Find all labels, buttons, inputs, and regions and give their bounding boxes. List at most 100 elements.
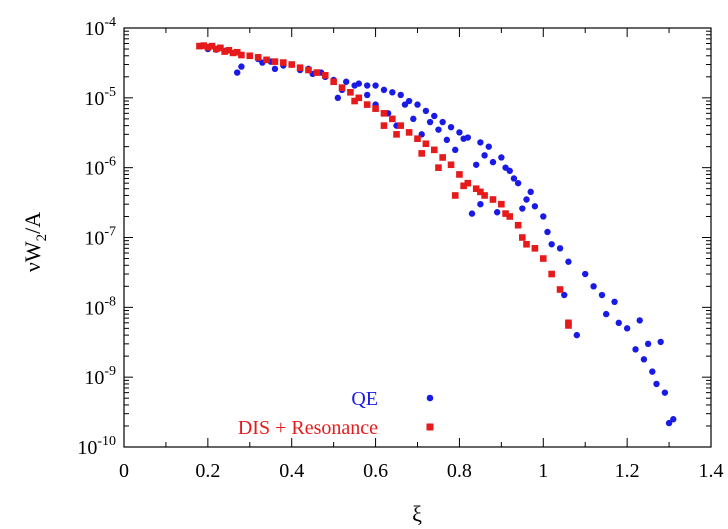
qe-point (380, 86, 388, 94)
dis-resonance-point (238, 51, 245, 59)
qe-point (456, 129, 463, 136)
dis-resonance-point (221, 48, 228, 55)
dis-resonance-point (288, 61, 296, 68)
dis-resonance-point (414, 135, 421, 142)
qe-point (540, 213, 547, 220)
qe-point (439, 118, 446, 126)
dis-resonance-point (204, 43, 212, 51)
qe-point (473, 161, 480, 168)
legend-label-dis-resonance: DIS + Resonance (238, 417, 378, 439)
qe-point (422, 107, 430, 115)
qe-point (498, 154, 505, 161)
qe-point (334, 94, 342, 102)
qe-point (670, 416, 677, 423)
qe-point (234, 69, 241, 76)
dis-resonance-point (372, 105, 379, 112)
dis-resonance-point (548, 270, 555, 278)
dis-resonance-point (439, 154, 446, 161)
legend-marker-qe (426, 394, 434, 402)
dis-resonance-point (422, 140, 430, 148)
qe-point (657, 338, 664, 346)
dis-resonance-point (296, 64, 304, 72)
dis-resonance-point (430, 146, 438, 154)
y-tick-label: 10-10 (77, 434, 116, 459)
qe-point (363, 82, 371, 89)
qe-point (426, 118, 434, 126)
x-tick-label: 1.2 (615, 460, 640, 482)
qe-point (464, 134, 472, 141)
qe-point (615, 319, 622, 327)
qe-point (447, 123, 455, 131)
qe-point (582, 270, 589, 278)
dis-resonance-point (539, 255, 547, 262)
legend-label-qe: QE (351, 388, 378, 410)
dis-resonance-point (502, 210, 509, 217)
x-tick-label: 0.2 (195, 460, 220, 482)
dis-resonance-point (280, 59, 287, 66)
y-tick-label: 10-8 (84, 294, 116, 319)
x-tick-labels: 0 0.2 0.4 0.6 0.8 1 1.2 1.4 (119, 460, 724, 482)
x-tick-label: 0 (119, 460, 129, 482)
x-tick-label: 0.6 (363, 460, 388, 482)
dis-resonance-point (305, 66, 312, 74)
qe-point (661, 389, 669, 396)
qe-point (573, 331, 581, 339)
qe-point (623, 325, 631, 332)
dis-resonance-point (447, 161, 455, 169)
dis-resonance-point (393, 131, 400, 138)
dis-resonance-point (464, 179, 472, 187)
qe-point (443, 136, 451, 144)
y-axis-label: νW2/A (20, 212, 50, 272)
dis-resonance-point (233, 48, 241, 56)
qe-point (401, 101, 409, 108)
qe-point (598, 291, 606, 299)
qe-point (481, 152, 488, 159)
dis-resonance-point (506, 213, 514, 220)
qe-point (590, 283, 597, 290)
qe-point (561, 291, 568, 299)
plot-frame (123, 27, 712, 448)
dis-resonance-point (196, 42, 203, 50)
qe-point (414, 101, 421, 108)
qe-point (653, 380, 660, 388)
qe-point (477, 139, 484, 146)
dis-resonance-point (435, 164, 442, 171)
dis-resonance-point (514, 221, 522, 229)
dis-resonance-point (363, 101, 371, 108)
dis-resonance-point (313, 69, 321, 76)
qe-point (363, 91, 371, 99)
legend-marker-dis-resonance (426, 423, 434, 431)
qe-point (644, 340, 652, 348)
dis-resonance-point (321, 72, 329, 79)
series-dis-resonance (196, 42, 572, 329)
qe-point (611, 298, 618, 306)
qe-point (527, 188, 534, 196)
dis-resonance-point (498, 200, 505, 208)
dis-resonance-point (477, 188, 484, 196)
dis-resonance-point (405, 129, 413, 136)
qe-point (431, 112, 438, 120)
qe-point (410, 115, 417, 123)
dis-resonance-point (519, 234, 526, 241)
qe-point (640, 356, 648, 363)
dis-resonance-point (263, 56, 270, 64)
axis-ticks (123, 27, 712, 448)
qe-point (468, 210, 476, 217)
dis-resonance-point (208, 42, 216, 50)
qe-point (514, 179, 522, 187)
x-tick-label: 0.4 (279, 460, 304, 482)
x-tick-label: 1 (538, 460, 548, 482)
qe-point (435, 126, 442, 133)
y-tick-label: 10-7 (84, 225, 116, 250)
qe-point (238, 63, 245, 70)
qe-point (548, 241, 555, 248)
dis-resonance-point (246, 52, 254, 60)
x-tick-label: 1.4 (699, 460, 724, 482)
dis-resonance-point (489, 196, 497, 203)
dis-resonance-point (380, 122, 388, 129)
dis-resonance-point (229, 49, 237, 57)
qe-point (602, 310, 610, 318)
dis-resonance-point (200, 42, 207, 49)
qe-point (506, 167, 513, 175)
dis-resonance-point (347, 89, 354, 96)
